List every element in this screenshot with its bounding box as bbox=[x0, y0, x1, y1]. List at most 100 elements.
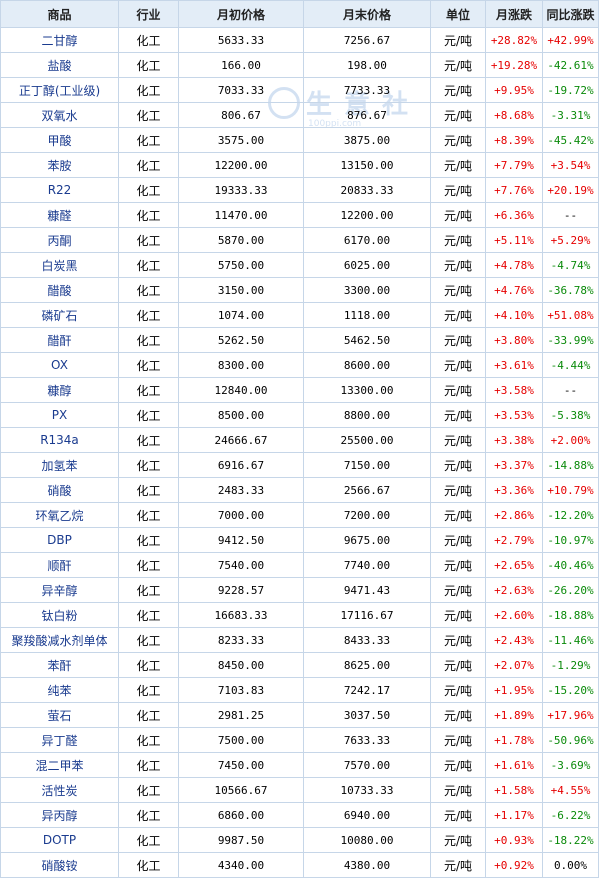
yoy-change-cell: -1.29% bbox=[542, 652, 599, 678]
table-row: 硝酸铵 化工 4340.00 4380.00 元/吨 +0.92% 0.00% bbox=[0, 852, 599, 878]
commodity-name-cell[interactable]: 醋酐 bbox=[0, 327, 119, 353]
monthly-change-cell: +1.78% bbox=[485, 727, 543, 753]
unit-cell: 元/吨 bbox=[430, 777, 486, 803]
unit-cell: 元/吨 bbox=[430, 477, 486, 503]
monthly-change-cell: +8.39% bbox=[485, 127, 543, 153]
table-row: DOTP 化工 9987.50 10080.00 元/吨 +0.93% -18.22% bbox=[0, 827, 599, 853]
commodity-name-cell[interactable]: 异辛醇 bbox=[0, 577, 119, 603]
industry-cell: 化工 bbox=[118, 227, 179, 253]
start-price-cell: 8300.00 bbox=[178, 352, 304, 378]
commodity-name-cell[interactable]: 盐酸 bbox=[0, 52, 119, 78]
unit-cell: 元/吨 bbox=[430, 52, 486, 78]
table-row: 苯酐 化工 8450.00 8625.00 元/吨 +2.07% -1.29% bbox=[0, 652, 599, 678]
end-price-cell: 4380.00 bbox=[303, 852, 431, 878]
industry-cell: 化工 bbox=[118, 127, 179, 153]
monthly-change-cell: +2.63% bbox=[485, 577, 543, 603]
monthly-change-cell: +3.37% bbox=[485, 452, 543, 478]
industry-cell: 化工 bbox=[118, 577, 179, 603]
commodity-name-cell[interactable]: 纯苯 bbox=[0, 677, 119, 703]
end-price-cell: 13150.00 bbox=[303, 152, 431, 178]
industry-cell: 化工 bbox=[118, 327, 179, 353]
industry-cell: 化工 bbox=[118, 702, 179, 728]
start-price-cell: 12200.00 bbox=[178, 152, 304, 178]
unit-cell: 元/吨 bbox=[430, 502, 486, 528]
commodity-name-cell[interactable]: 硝酸 bbox=[0, 477, 119, 503]
monthly-change-cell: +7.76% bbox=[485, 177, 543, 203]
yoy-change-cell: -3.69% bbox=[542, 752, 599, 778]
commodity-name-cell[interactable]: 异丁醛 bbox=[0, 727, 119, 753]
monthly-change-cell: +0.92% bbox=[485, 852, 543, 878]
unit-cell: 元/吨 bbox=[430, 227, 486, 253]
monthly-change-cell: +4.10% bbox=[485, 302, 543, 328]
commodity-name-cell[interactable]: 糠醇 bbox=[0, 377, 119, 403]
start-price-cell: 16683.33 bbox=[178, 602, 304, 628]
industry-cell: 化工 bbox=[118, 827, 179, 853]
monthly-change-cell: +7.79% bbox=[485, 152, 543, 178]
yoy-change-cell: +51.08% bbox=[542, 302, 599, 328]
monthly-change-cell: +9.95% bbox=[485, 77, 543, 103]
monthly-change-cell: +3.58% bbox=[485, 377, 543, 403]
commodity-name-cell[interactable]: 糠醛 bbox=[0, 202, 119, 228]
industry-cell: 化工 bbox=[118, 427, 179, 453]
start-price-cell: 11470.00 bbox=[178, 202, 304, 228]
commodity-name-cell[interactable]: 钛白粉 bbox=[0, 602, 119, 628]
monthly-change-cell: +3.36% bbox=[485, 477, 543, 503]
commodity-name-cell[interactable]: 萤石 bbox=[0, 702, 119, 728]
industry-cell: 化工 bbox=[118, 477, 179, 503]
industry-cell: 化工 bbox=[118, 302, 179, 328]
commodity-name-cell[interactable]: 混二甲苯 bbox=[0, 752, 119, 778]
commodity-name-cell[interactable]: 苯胺 bbox=[0, 152, 119, 178]
commodity-name-cell[interactable]: PX bbox=[0, 402, 119, 428]
yoy-change-cell: -10.97% bbox=[542, 527, 599, 553]
commodity-name-cell[interactable]: R22 bbox=[0, 177, 119, 203]
unit-cell: 元/吨 bbox=[430, 727, 486, 753]
commodity-name-cell[interactable]: R134a bbox=[0, 427, 119, 453]
start-price-cell: 19333.33 bbox=[178, 177, 304, 203]
commodity-name-cell[interactable]: 丙酮 bbox=[0, 227, 119, 253]
commodity-name-cell[interactable]: 正丁醇(工业级) bbox=[0, 77, 119, 103]
commodity-name-cell[interactable]: 醋酸 bbox=[0, 277, 119, 303]
header-start-price: 月初价格 bbox=[178, 0, 304, 28]
start-price-cell: 2483.33 bbox=[178, 477, 304, 503]
unit-cell: 元/吨 bbox=[430, 452, 486, 478]
table-row: 钛白粉 化工 16683.33 17116.67 元/吨 +2.60% -18.88% bbox=[0, 602, 599, 628]
commodity-name-cell[interactable]: 活性炭 bbox=[0, 777, 119, 803]
commodity-name-cell[interactable]: 异丙醇 bbox=[0, 802, 119, 828]
yoy-change-cell: +42.99% bbox=[542, 27, 599, 53]
start-price-cell: 10566.67 bbox=[178, 777, 304, 803]
industry-cell: 化工 bbox=[118, 402, 179, 428]
start-price-cell: 7450.00 bbox=[178, 752, 304, 778]
commodity-name-cell[interactable]: 加氢苯 bbox=[0, 452, 119, 478]
commodity-name-cell[interactable]: 硝酸铵 bbox=[0, 852, 119, 878]
commodity-name-cell[interactable]: 白炭黑 bbox=[0, 252, 119, 278]
start-price-cell: 9228.57 bbox=[178, 577, 304, 603]
end-price-cell: 5462.50 bbox=[303, 327, 431, 353]
unit-cell: 元/吨 bbox=[430, 602, 486, 628]
commodity-name-cell[interactable]: DOTP bbox=[0, 827, 119, 853]
table-row: 活性炭 化工 10566.67 10733.33 元/吨 +1.58% +4.55% bbox=[0, 777, 599, 803]
monthly-change-cell: +0.93% bbox=[485, 827, 543, 853]
commodity-name-cell[interactable]: 顺酐 bbox=[0, 552, 119, 578]
table-row: 异辛醇 化工 9228.57 9471.43 元/吨 +2.63% -26.20% bbox=[0, 577, 599, 603]
start-price-cell: 5750.00 bbox=[178, 252, 304, 278]
unit-cell: 元/吨 bbox=[430, 627, 486, 653]
table-row: 纯苯 化工 7103.83 7242.17 元/吨 +1.95% -15.20% bbox=[0, 677, 599, 703]
commodity-name-cell[interactable]: 甲酸 bbox=[0, 127, 119, 153]
commodity-name-cell[interactable]: DBP bbox=[0, 527, 119, 553]
table-row: 二甘醇 化工 5633.33 7256.67 元/吨 +28.82% +42.99% bbox=[0, 27, 599, 53]
commodity-name-cell[interactable]: 聚羧酸减水剂单体 bbox=[0, 627, 119, 653]
industry-cell: 化工 bbox=[118, 752, 179, 778]
commodity-name-cell[interactable]: 磷矿石 bbox=[0, 302, 119, 328]
commodity-name-cell[interactable]: OX bbox=[0, 352, 119, 378]
unit-cell: 元/吨 bbox=[430, 27, 486, 53]
yoy-change-cell: -- bbox=[542, 377, 599, 403]
unit-cell: 元/吨 bbox=[430, 402, 486, 428]
commodity-name-cell[interactable]: 二甘醇 bbox=[0, 27, 119, 53]
unit-cell: 元/吨 bbox=[430, 252, 486, 278]
commodity-name-cell[interactable]: 环氧乙烷 bbox=[0, 502, 119, 528]
commodity-name-cell[interactable]: 苯酐 bbox=[0, 652, 119, 678]
monthly-change-cell: +3.38% bbox=[485, 427, 543, 453]
commodity-name-cell[interactable]: 双氧水 bbox=[0, 102, 119, 128]
industry-cell: 化工 bbox=[118, 277, 179, 303]
